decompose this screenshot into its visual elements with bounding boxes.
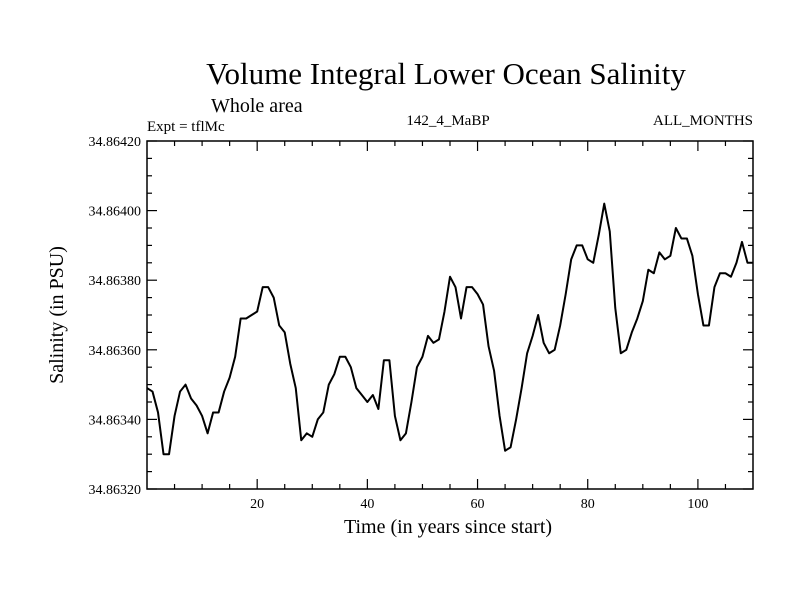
axis-tick-labels: 20 40 60 80 100 34.86320 34.86340 34.86360 34.86… — [89, 135, 709, 512]
experiment-label: Expt = tflMc — [147, 119, 225, 135]
x-axis-label: Time (in years since start) — [344, 516, 552, 538]
x-tick-label: 100 — [687, 497, 708, 512]
y-axis-label: Salinity (in PSU) — [46, 246, 68, 384]
chart-subtitle: Whole area — [211, 95, 303, 117]
y-tick-label: 34.86380 — [89, 274, 142, 289]
run-id-label: 142_4_MaBP — [406, 113, 489, 129]
y-tick-label: 34.86320 — [89, 483, 142, 498]
x-tick-label: 80 — [581, 497, 595, 512]
plot-frame — [146, 140, 754, 490]
y-tick-label: 34.86340 — [89, 413, 142, 428]
chart-title: Volume Integral Lower Ocean Salinity — [206, 56, 686, 91]
y-tick-label: 34.86420 — [89, 135, 142, 150]
y-tick-label: 34.86360 — [89, 344, 142, 359]
x-tick-label: 60 — [471, 497, 485, 512]
y-tick-label: 34.86400 — [89, 205, 142, 220]
x-tick-label: 20 — [250, 497, 264, 512]
axis-ticks — [147, 140, 753, 490]
x-tick-label: 40 — [360, 497, 374, 512]
series-line-salinity — [146, 202, 753, 456]
months-label: ALL_MONTHS — [653, 113, 753, 129]
